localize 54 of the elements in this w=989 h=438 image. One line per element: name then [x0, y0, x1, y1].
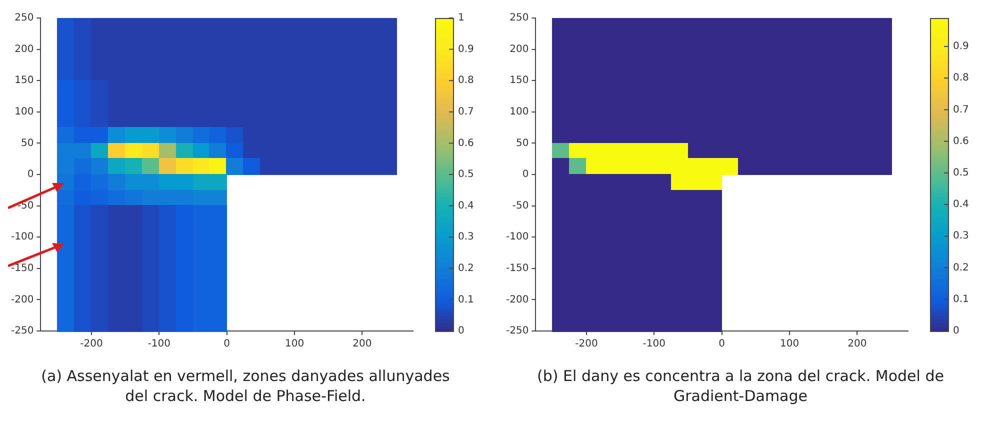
x-tick-label: 200 — [352, 338, 372, 350]
color-bar-label: 0.4 — [953, 199, 969, 210]
y-tick-label: 250 — [510, 12, 529, 24]
color-bar-label: 0 — [953, 326, 960, 337]
color-bar-label: 0.9 — [953, 41, 969, 52]
y-tick-label: 150 — [510, 75, 529, 86]
y-tick-label: 150 — [14, 75, 34, 86]
color-bar-label: 0.2 — [953, 262, 969, 274]
color-bar-label: 0.1 — [953, 294, 969, 305]
y-tick-label: 50 — [516, 138, 529, 149]
y-tick-label: 50 — [20, 138, 34, 149]
color-bar-label: 0.8 — [458, 75, 474, 86]
color-bar-label: 0.4 — [458, 200, 474, 212]
y-tick-label: 100 — [510, 106, 529, 118]
y-tick-label: -250 — [506, 326, 529, 337]
color-bar-label: 0.7 — [458, 106, 474, 118]
x-tick-label: 0 — [224, 338, 230, 350]
color-bar-label: 0.8 — [953, 72, 969, 84]
y-tick-label: -200 — [10, 294, 34, 306]
text: (b) El dany es concentra a la zona del crack. Model de Gradient-Damage — [536, 367, 945, 406]
color-bar-label: 0.6 — [458, 138, 474, 149]
y-tick-label: -150 — [10, 262, 34, 274]
color-bar-label: 0.3 — [953, 230, 969, 242]
x-tick-label: -100 — [148, 338, 171, 350]
color-bar-label: 1 — [458, 12, 464, 24]
y-tick-label: -50 — [512, 200, 529, 212]
y-tick-label: 200 — [510, 44, 529, 55]
x-tick-label: -200 — [80, 338, 103, 350]
x-tick-label: -200 — [575, 338, 598, 350]
x-tick-label: 0 — [718, 338, 726, 350]
y-tick-label: -100 — [10, 232, 34, 243]
y-tick-label: -150 — [506, 262, 529, 274]
color-bar-label: 0.5 — [953, 168, 969, 179]
color-bar-label: 0.9 — [458, 44, 474, 55]
color-bar-label: 0.7 — [953, 104, 969, 116]
y-tick-label: 250 — [14, 12, 34, 24]
x-tick-label: 100 — [284, 338, 304, 350]
y-tick-label: 0 — [522, 169, 529, 180]
y-tick-label: 0 — [27, 169, 34, 180]
y-tick-label: 200 — [14, 44, 34, 55]
color-bar-label: 0.1 — [458, 294, 474, 306]
x-tick-label: 200 — [848, 338, 867, 350]
color-bar-label: 0.2 — [458, 262, 474, 274]
color-bar-label: 0.5 — [458, 169, 474, 180]
y-tick-label: -100 — [506, 232, 529, 243]
color-bar-label: 0.3 — [458, 232, 474, 243]
x-tick-label: 100 — [780, 338, 800, 350]
text: (a) Assenyalat en vermell, zones danyades allunyades del crack. Model de Phase-Field. — [40, 367, 451, 406]
color-bar-label: 0.6 — [953, 136, 969, 147]
y-tick-label: 100 — [14, 106, 34, 118]
x-tick-label: -100 — [642, 338, 666, 350]
y-tick-label: -250 — [10, 326, 34, 337]
color-bar-label: 0 — [458, 326, 464, 337]
y-tick-label: -200 — [506, 294, 529, 306]
